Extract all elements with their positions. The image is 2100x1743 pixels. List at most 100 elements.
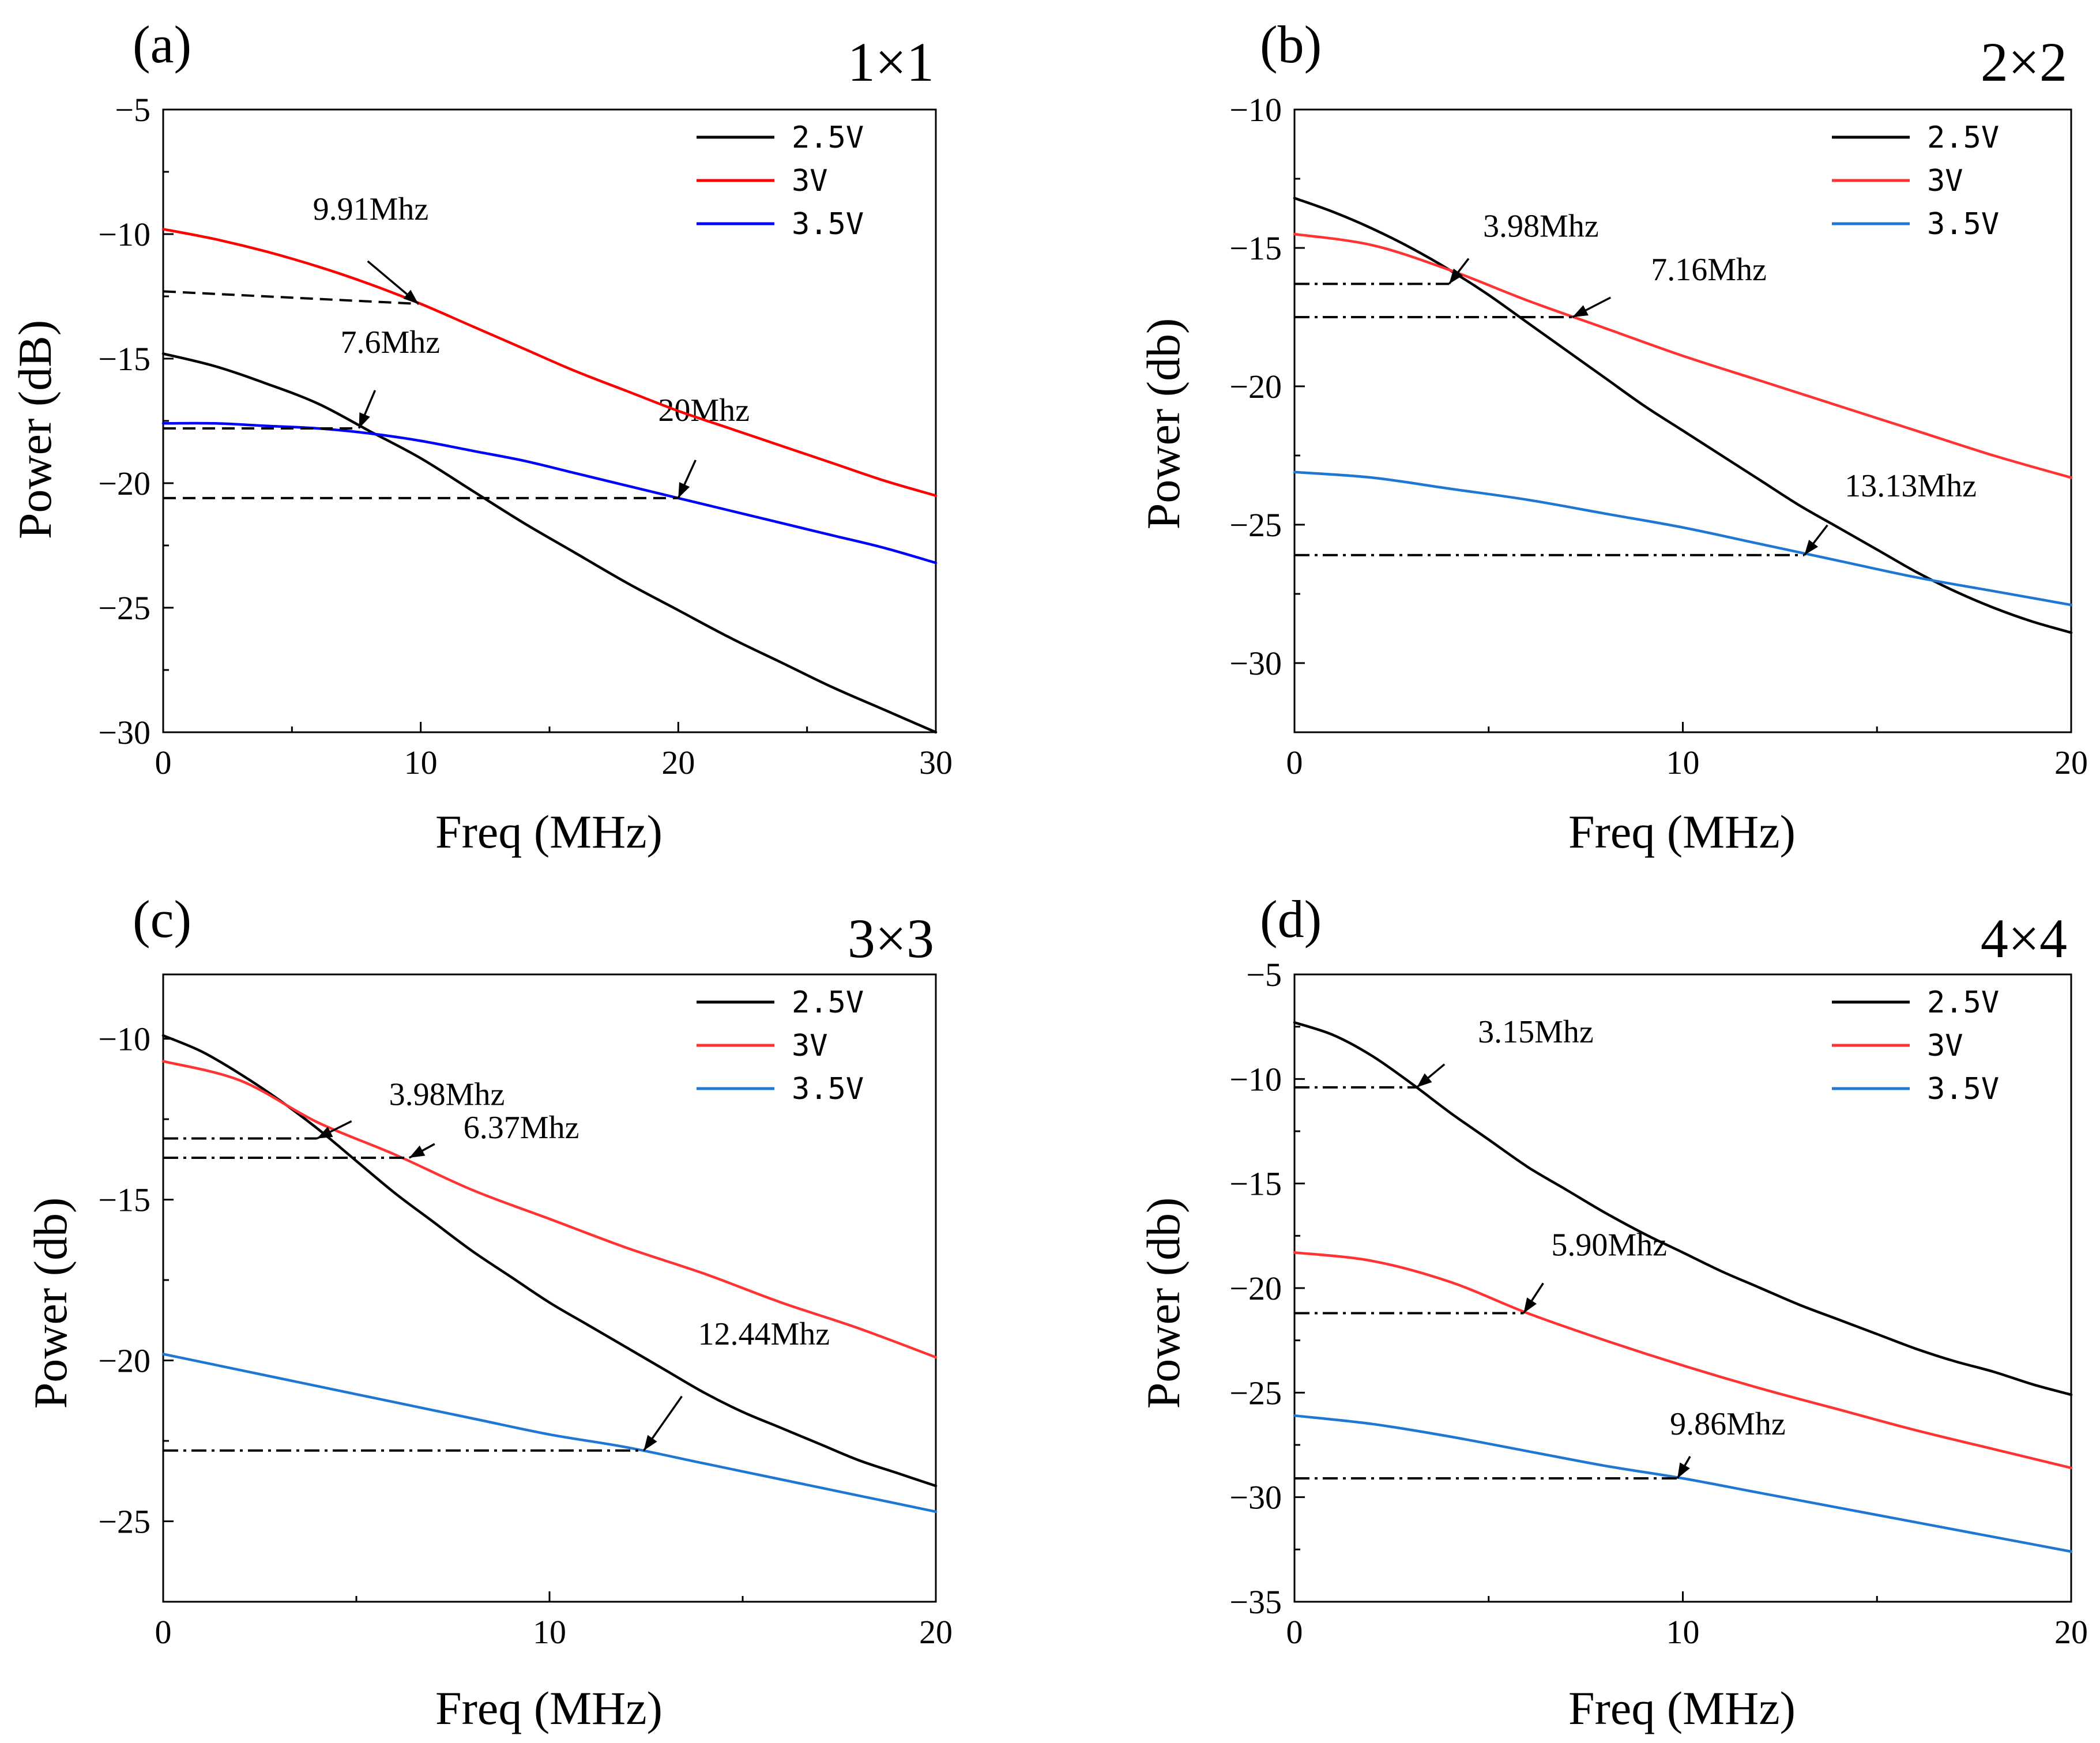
panel-b-y-tick-label: −15 bbox=[1229, 229, 1282, 267]
panel-c-plot-frame bbox=[162, 973, 937, 1603]
panel-c-y-tick-label: −20 bbox=[98, 1342, 150, 1380]
panel-a: (a) 1×1 Freq (MHz) Power (dB) 2.5V 3V 3.… bbox=[9, 15, 953, 858]
panel-c-annotation-arrowhead-2 bbox=[643, 1435, 657, 1451]
panel-c: (c) 3×3 Freq (MHz) Power (db) 2.5V 3V 3.… bbox=[24, 890, 953, 1734]
panel-a-annotation-label-0: 9.91Mhz bbox=[313, 191, 429, 227]
panel-b-x-tick-label: 0 bbox=[1286, 744, 1303, 781]
panel-b-plot-frame bbox=[1293, 108, 2072, 733]
panel-a-series-line-0 bbox=[161, 352, 938, 734]
panel-b-y-tick-label: −20 bbox=[1229, 368, 1282, 405]
panel-c-x-tick-label: 0 bbox=[155, 1613, 172, 1651]
panel-c-legend-label-0: 2.5V bbox=[792, 985, 864, 1020]
panel-d-annotation-label-2: 9.86Mhz bbox=[1670, 1406, 1786, 1442]
panel-a-annotation-arrowhead-2 bbox=[678, 482, 690, 498]
panel-a-legend-label-0: 2.5V bbox=[792, 121, 864, 155]
panel-c-series-line-1 bbox=[161, 1060, 938, 1359]
panel-d-annotation-arrowhead-1 bbox=[1523, 1297, 1537, 1313]
panel-a-legend-label-1: 3V bbox=[792, 164, 828, 198]
panel-b-annotation-label-0: 3.98Mhz bbox=[1483, 208, 1599, 244]
panel-a-x-tick-label: 10 bbox=[404, 744, 438, 781]
panel-a-size-title: 1×1 bbox=[848, 31, 934, 93]
panel-d-annotation-arrowhead-0 bbox=[1417, 1073, 1432, 1087]
panel-a-x-tick-label: 20 bbox=[661, 744, 695, 781]
panel-c-y-tick-label: −10 bbox=[98, 1021, 150, 1058]
panel-d-legend-label-2: 3.5V bbox=[1927, 1072, 1999, 1106]
panel-a-y-axis-title: Power (dB) bbox=[9, 320, 61, 539]
panel-b-legend-label-2: 3.5V bbox=[1927, 207, 1999, 242]
panel-d-series-line-0 bbox=[1293, 1021, 2073, 1396]
panel-a-x-axis-title: Freq (MHz) bbox=[435, 805, 663, 858]
panel-c-legend-label-2: 3.5V bbox=[792, 1072, 864, 1106]
panel-b-annotation-label-1: 7.16Mhz bbox=[1651, 252, 1767, 288]
panel-d-y-tick-label: −35 bbox=[1229, 1583, 1282, 1621]
panel-c-annotation-label-1: 6.37Mhz bbox=[464, 1110, 579, 1146]
panel-a-y-tick-label: −30 bbox=[98, 714, 150, 751]
panel-a-annotation-arrowhead-0 bbox=[403, 289, 419, 304]
panel-a-label: (a) bbox=[133, 15, 191, 74]
panel-d-x-tick-label: 20 bbox=[2054, 1613, 2088, 1651]
panel-d-annotation-label-1: 5.90Mhz bbox=[1551, 1228, 1667, 1263]
panel-b-label: (b) bbox=[1260, 15, 1322, 74]
panel-a-annotation-arrowhead-1 bbox=[359, 412, 370, 428]
panel-d: (d) 4×4 Freq (MHz) Power (db) 2.5V 3V 3.… bbox=[1137, 890, 2088, 1734]
panel-b-size-title: 2×2 bbox=[1981, 31, 2067, 93]
panel-c-x-axis-title: Freq (MHz) bbox=[435, 1682, 663, 1734]
panel-b-x-tick-label: 20 bbox=[2054, 744, 2088, 781]
panel-d-x-tick-label: 0 bbox=[1286, 1613, 1303, 1651]
panel-c-annotation-arrowhead-0 bbox=[317, 1127, 333, 1139]
panel-a-plot-frame bbox=[162, 108, 937, 733]
panel-b-legend-label-0: 2.5V bbox=[1927, 121, 1999, 155]
panel-d-legend-label-0: 2.5V bbox=[1927, 985, 1999, 1020]
panel-b-annotation-arrowhead-0 bbox=[1449, 268, 1463, 284]
panel-b-y-tick-label: −30 bbox=[1229, 645, 1282, 682]
panel-a-x-tick-label: 30 bbox=[919, 744, 953, 781]
panel-d-plot-frame bbox=[1293, 973, 2072, 1603]
panel-d-x-axis-title: Freq (MHz) bbox=[1568, 1682, 1796, 1734]
panel-d-y-tick-label: −30 bbox=[1229, 1479, 1282, 1516]
panel-d-y-tick-label: −20 bbox=[1229, 1270, 1282, 1307]
panel-a-annotation-label-2: 20Mhz bbox=[658, 393, 750, 428]
panel-c-y-tick-label: −15 bbox=[98, 1181, 150, 1219]
panel-d-legend-label-1: 3V bbox=[1927, 1029, 1963, 1063]
panel-b-annotation-label-2: 13.13Mhz bbox=[1845, 468, 1977, 504]
panel-b-legend-label-1: 3V bbox=[1927, 164, 1963, 198]
panel-d-series-line-1 bbox=[1293, 1251, 2073, 1470]
panel-c-annotation-label-0: 3.98Mhz bbox=[389, 1077, 505, 1113]
panel-c-y-tick-label: −25 bbox=[98, 1503, 150, 1541]
panel-a-y-tick-label: −5 bbox=[115, 91, 150, 129]
panel-b-x-tick-label: 10 bbox=[1666, 744, 1700, 781]
panel-c-annotation-label-2: 12.44Mhz bbox=[698, 1316, 830, 1352]
panel-a-reference-line-0 bbox=[163, 290, 419, 305]
panel-c-y-axis-title: Power (db) bbox=[24, 1198, 77, 1409]
panel-a-y-tick-label: −15 bbox=[98, 340, 150, 378]
panel-b-y-tick-label: −10 bbox=[1229, 91, 1282, 129]
panel-b-y-tick-label: −25 bbox=[1229, 506, 1282, 544]
panel-b-y-axis-title: Power (db) bbox=[1137, 318, 1190, 530]
panel-d-y-tick-label: −5 bbox=[1246, 956, 1282, 993]
panel-a-y-tick-label: −20 bbox=[98, 465, 150, 502]
panel-d-x-tick-label: 10 bbox=[1666, 1613, 1700, 1651]
panel-c-series-line-2 bbox=[161, 1353, 938, 1514]
panel-a-x-tick-label: 0 bbox=[155, 744, 172, 781]
panel-c-annotation-arrowhead-1 bbox=[409, 1145, 426, 1158]
panel-a-y-tick-label: −25 bbox=[98, 589, 150, 627]
panel-d-label: (d) bbox=[1260, 890, 1322, 948]
panel-c-label: (c) bbox=[133, 890, 191, 948]
panel-b-annotation-arrowhead-1 bbox=[1572, 305, 1589, 317]
panel-d-y-axis-title: Power (db) bbox=[1137, 1198, 1190, 1409]
panel-d-annotation-arrowhead-2 bbox=[1677, 1462, 1690, 1478]
panel-b-series-line-0 bbox=[1293, 197, 2073, 634]
panel-d-y-tick-label: −25 bbox=[1229, 1374, 1282, 1411]
panel-b-series-line-1 bbox=[1293, 232, 2073, 479]
panel-b-x-axis-title: Freq (MHz) bbox=[1568, 805, 1796, 858]
panel-c-x-tick-label: 10 bbox=[533, 1613, 566, 1651]
panel-d-y-tick-label: −15 bbox=[1229, 1165, 1282, 1203]
panel-c-size-title: 3×3 bbox=[848, 908, 934, 969]
panel-a-series-line-2 bbox=[161, 421, 938, 564]
panel-d-series-line-2 bbox=[1293, 1414, 2073, 1553]
panel-d-size-title: 4×4 bbox=[1981, 908, 2067, 969]
panel-a-annotation-label-1: 7.6Mhz bbox=[340, 325, 440, 360]
panel-a-y-tick-label: −10 bbox=[98, 216, 150, 253]
panel-c-legend-label-1: 3V bbox=[792, 1029, 828, 1063]
